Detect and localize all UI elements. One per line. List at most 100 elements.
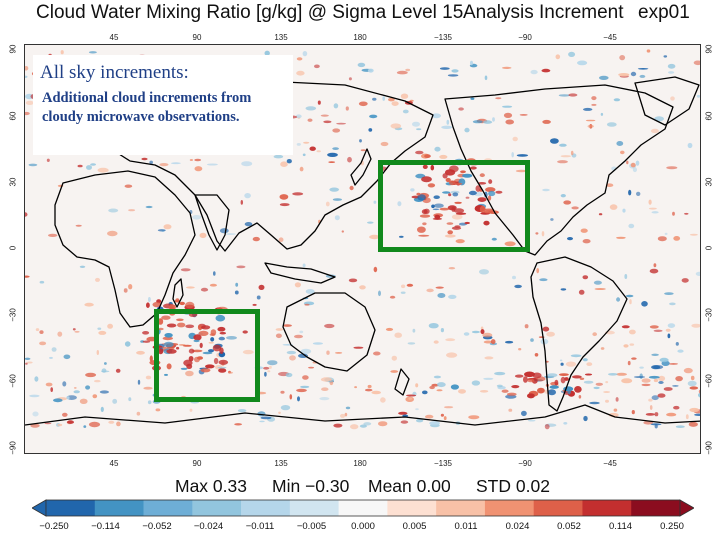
increment-blob — [380, 141, 389, 147]
increment-blob — [521, 410, 527, 417]
increment-blob — [44, 422, 52, 425]
increment-blob — [641, 378, 651, 383]
increment-blob — [512, 275, 516, 280]
lon-tick-bottom: −135 — [433, 459, 453, 468]
increment-blob — [591, 103, 597, 106]
increment-blob — [273, 154, 284, 159]
increment-blob — [454, 201, 462, 204]
increment-blob — [279, 194, 289, 200]
increment-blob — [177, 322, 186, 328]
increment-blob — [314, 64, 320, 69]
increment-blob — [186, 286, 195, 289]
increment-blob — [107, 323, 113, 329]
increment-blob — [495, 190, 503, 194]
lon-tick-top: 90 — [192, 33, 202, 42]
increment-blob — [583, 415, 588, 422]
increment-blob — [621, 378, 633, 384]
increment-blob — [333, 103, 339, 109]
lat-tick-left: 0 — [8, 245, 18, 251]
increment-blob — [539, 278, 548, 282]
increment-blob — [97, 327, 102, 330]
increment-blob — [627, 360, 631, 366]
increment-blob — [90, 163, 96, 166]
increment-blob — [49, 356, 53, 359]
increment-blob — [26, 361, 33, 364]
increment-blob — [577, 60, 588, 66]
stat-min: Min −0.30 — [272, 476, 350, 496]
lon-tick-bottom: 180 — [353, 459, 367, 468]
increment-blob — [578, 395, 582, 399]
increment-blob — [568, 51, 576, 57]
increment-blob — [571, 206, 579, 210]
increment-blob — [171, 162, 181, 165]
increment-blob — [530, 69, 538, 75]
increment-blob — [108, 208, 119, 213]
increment-blob — [373, 200, 377, 204]
colorbar — [32, 499, 694, 517]
increment-blob — [210, 337, 215, 342]
increment-blob — [199, 342, 203, 349]
increment-blob — [57, 331, 63, 337]
increment-blob — [32, 411, 39, 417]
increment-blob — [483, 377, 494, 380]
increment-blob — [558, 94, 571, 97]
increment-blob — [616, 236, 626, 239]
increment-blob — [675, 376, 683, 382]
increment-blob — [560, 288, 567, 291]
lon-tick-top: −135 — [433, 33, 453, 42]
increment-blob — [455, 212, 467, 215]
lat-tick-right: 0 — [704, 245, 714, 251]
increment-blob — [451, 69, 459, 73]
increment-blob — [636, 191, 641, 196]
lat-tick-left: 60 — [8, 111, 18, 121]
increment-blob — [427, 183, 436, 188]
increment-blob — [584, 373, 593, 376]
increment-blob — [463, 332, 470, 336]
increment-blob — [563, 200, 572, 205]
increment-blob — [282, 324, 292, 327]
increment-blob — [557, 160, 568, 164]
increment-blob — [558, 373, 569, 376]
increment-blob — [292, 192, 304, 196]
increment-blob — [152, 301, 162, 308]
increment-blob — [79, 398, 88, 404]
increment-blob — [263, 366, 270, 370]
increment-blob — [470, 166, 477, 170]
increment-blob — [63, 354, 71, 360]
increment-blob — [410, 188, 415, 192]
increment-blob — [367, 384, 372, 389]
increment-blob — [391, 101, 399, 106]
increment-blob — [303, 141, 310, 144]
increment-blob — [460, 170, 466, 174]
increment-blob — [259, 420, 265, 423]
increment-blob — [373, 351, 381, 356]
increment-blob — [505, 119, 514, 125]
increment-blob — [299, 166, 304, 172]
increment-blob — [163, 224, 172, 230]
increment-blob — [667, 333, 671, 339]
increment-blob — [205, 364, 215, 369]
increment-blob — [449, 180, 455, 186]
increment-blob — [335, 352, 343, 354]
increment-blob — [45, 382, 53, 387]
increment-blob — [123, 288, 128, 293]
increment-blob — [321, 387, 329, 392]
increment-blob — [659, 357, 669, 363]
increment-blob — [689, 386, 699, 390]
increment-blob — [579, 377, 585, 380]
increment-blob — [107, 230, 118, 237]
colorbar-swatch — [436, 500, 486, 516]
increment-blob — [164, 373, 168, 376]
stat-max: Max 0.33 — [175, 476, 247, 496]
increment-blob — [340, 413, 346, 418]
increment-blob — [185, 324, 195, 329]
increment-blob — [630, 71, 637, 77]
colorbar-swatch — [94, 500, 144, 516]
increment-blob — [502, 105, 513, 108]
increment-blob — [439, 154, 448, 159]
increment-blob — [691, 323, 700, 328]
increment-blob — [534, 353, 539, 357]
increment-blob — [189, 408, 193, 412]
increment-blob — [689, 233, 698, 236]
colorbar-arrow-low — [32, 499, 47, 517]
